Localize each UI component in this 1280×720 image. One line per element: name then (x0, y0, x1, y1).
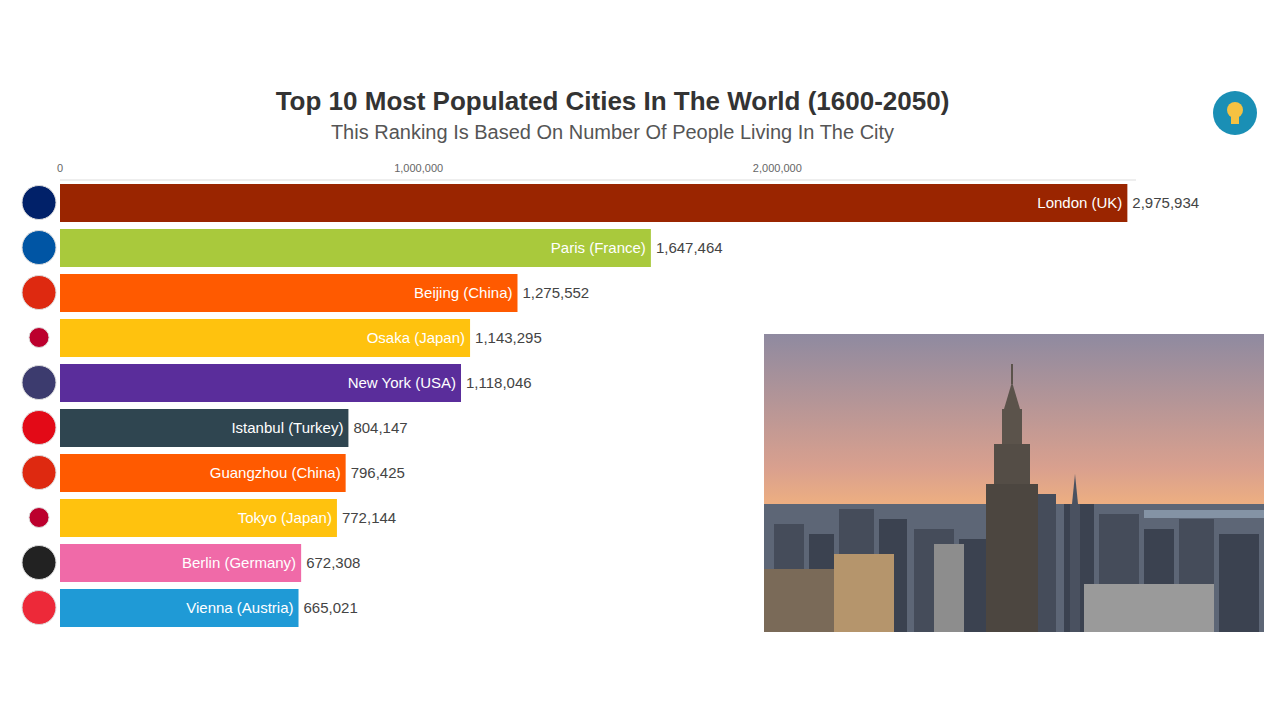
svg-text:Paris (France): Paris (France) (551, 239, 646, 256)
svg-text:672,308: 672,308 (306, 554, 360, 571)
svg-text:665,021: 665,021 (304, 599, 358, 616)
svg-text:Osaka (Japan): Osaka (Japan) (367, 329, 465, 346)
svg-text:2,975,934: 2,975,934 (1132, 194, 1199, 211)
svg-text:Tokyo (Japan): Tokyo (Japan) (238, 509, 332, 526)
svg-text:Beijing (China): Beijing (China) (414, 284, 512, 301)
svg-text:796,425: 796,425 (351, 464, 405, 481)
svg-text:804,147: 804,147 (353, 419, 407, 436)
svg-text:New York (USA): New York (USA) (348, 374, 456, 391)
svg-text:Istanbul (Turkey): Istanbul (Turkey) (231, 419, 343, 436)
html-text:This Ranking Is Based On Numbe: This Ranking Is Based On Number Of Peopl… (330, 121, 895, 143)
svg-text:1,647,464: 1,647,464 (656, 239, 723, 256)
svg-text:1,143,295: 1,143,295 (475, 329, 542, 346)
svg-text:1,000,000: 1,000,000 (394, 162, 443, 174)
svg-text:2,000,000: 2,000,000 (753, 162, 802, 174)
svg-text:Vienna (Austria): Vienna (Austria) (186, 599, 293, 616)
svg-text:1,118,046: 1,118,046 (466, 374, 532, 391)
svg-text:London (UK): London (UK) (1037, 194, 1122, 211)
html-text:Top 10 Most Populated Cities I: Top 10 Most Populated Cities In The Worl… (275, 86, 950, 116)
svg-text:Berlin (Germany): Berlin (Germany) (182, 554, 296, 571)
svg-text:0: 0 (57, 162, 63, 174)
svg-text:1,275,552: 1,275,552 (522, 284, 589, 301)
svg-text:772,144: 772,144 (342, 509, 396, 526)
svg-text:Guangzhou (China): Guangzhou (China) (210, 464, 341, 481)
